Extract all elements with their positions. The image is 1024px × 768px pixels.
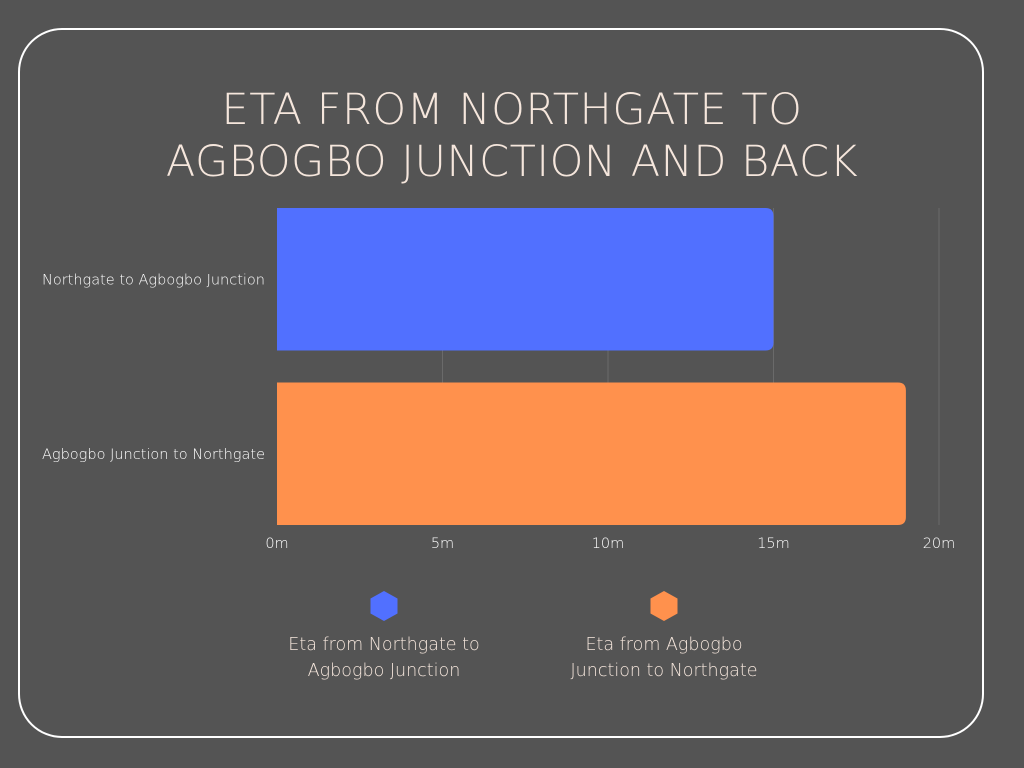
chart-title-line-2: AGBOGBO JUNCTION AND BACK [165, 137, 859, 187]
bar [277, 382, 906, 525]
category-label: Agbogbo Junction to Northgate [42, 447, 265, 463]
legend-label-line: Eta from Agbogbo [585, 635, 743, 655]
legend-label-line: Junction to Northgate [570, 661, 758, 681]
x-tick-label: 0m [265, 536, 288, 552]
legend-item-northgate-to-agbogbo: Eta from Northgate to Agbogbo Junction [254, 590, 514, 684]
chart-title-line-1: ETA FROM NORTHGATE TO [221, 85, 803, 135]
x-tick-label: 10m [592, 536, 625, 552]
category-label: Northgate to Agbogbo Junction [42, 272, 265, 288]
chart-title: ETA FROM NORTHGATE TO AGBOGBO JUNCTION A… [0, 84, 1024, 188]
legend-label-line: Eta from Northgate to [288, 635, 480, 655]
legend-label: Eta from Northgate to Agbogbo Junction [254, 632, 514, 684]
x-tick-label: 15m [757, 536, 790, 552]
x-tick-label: 5m [431, 536, 454, 552]
x-tick-label: 20m [923, 536, 956, 552]
bar [277, 208, 774, 351]
legend-label-line: Agbogbo Junction [307, 661, 461, 681]
legend-hexagon-icon [650, 591, 678, 621]
legend-item-agbogbo-to-northgate: Eta from Agbogbo Junction to Northgate [534, 590, 794, 684]
legend-label: Eta from Agbogbo Junction to Northgate [534, 632, 794, 684]
chart-frame [18, 28, 984, 738]
legend-hexagon-icon [370, 591, 398, 621]
